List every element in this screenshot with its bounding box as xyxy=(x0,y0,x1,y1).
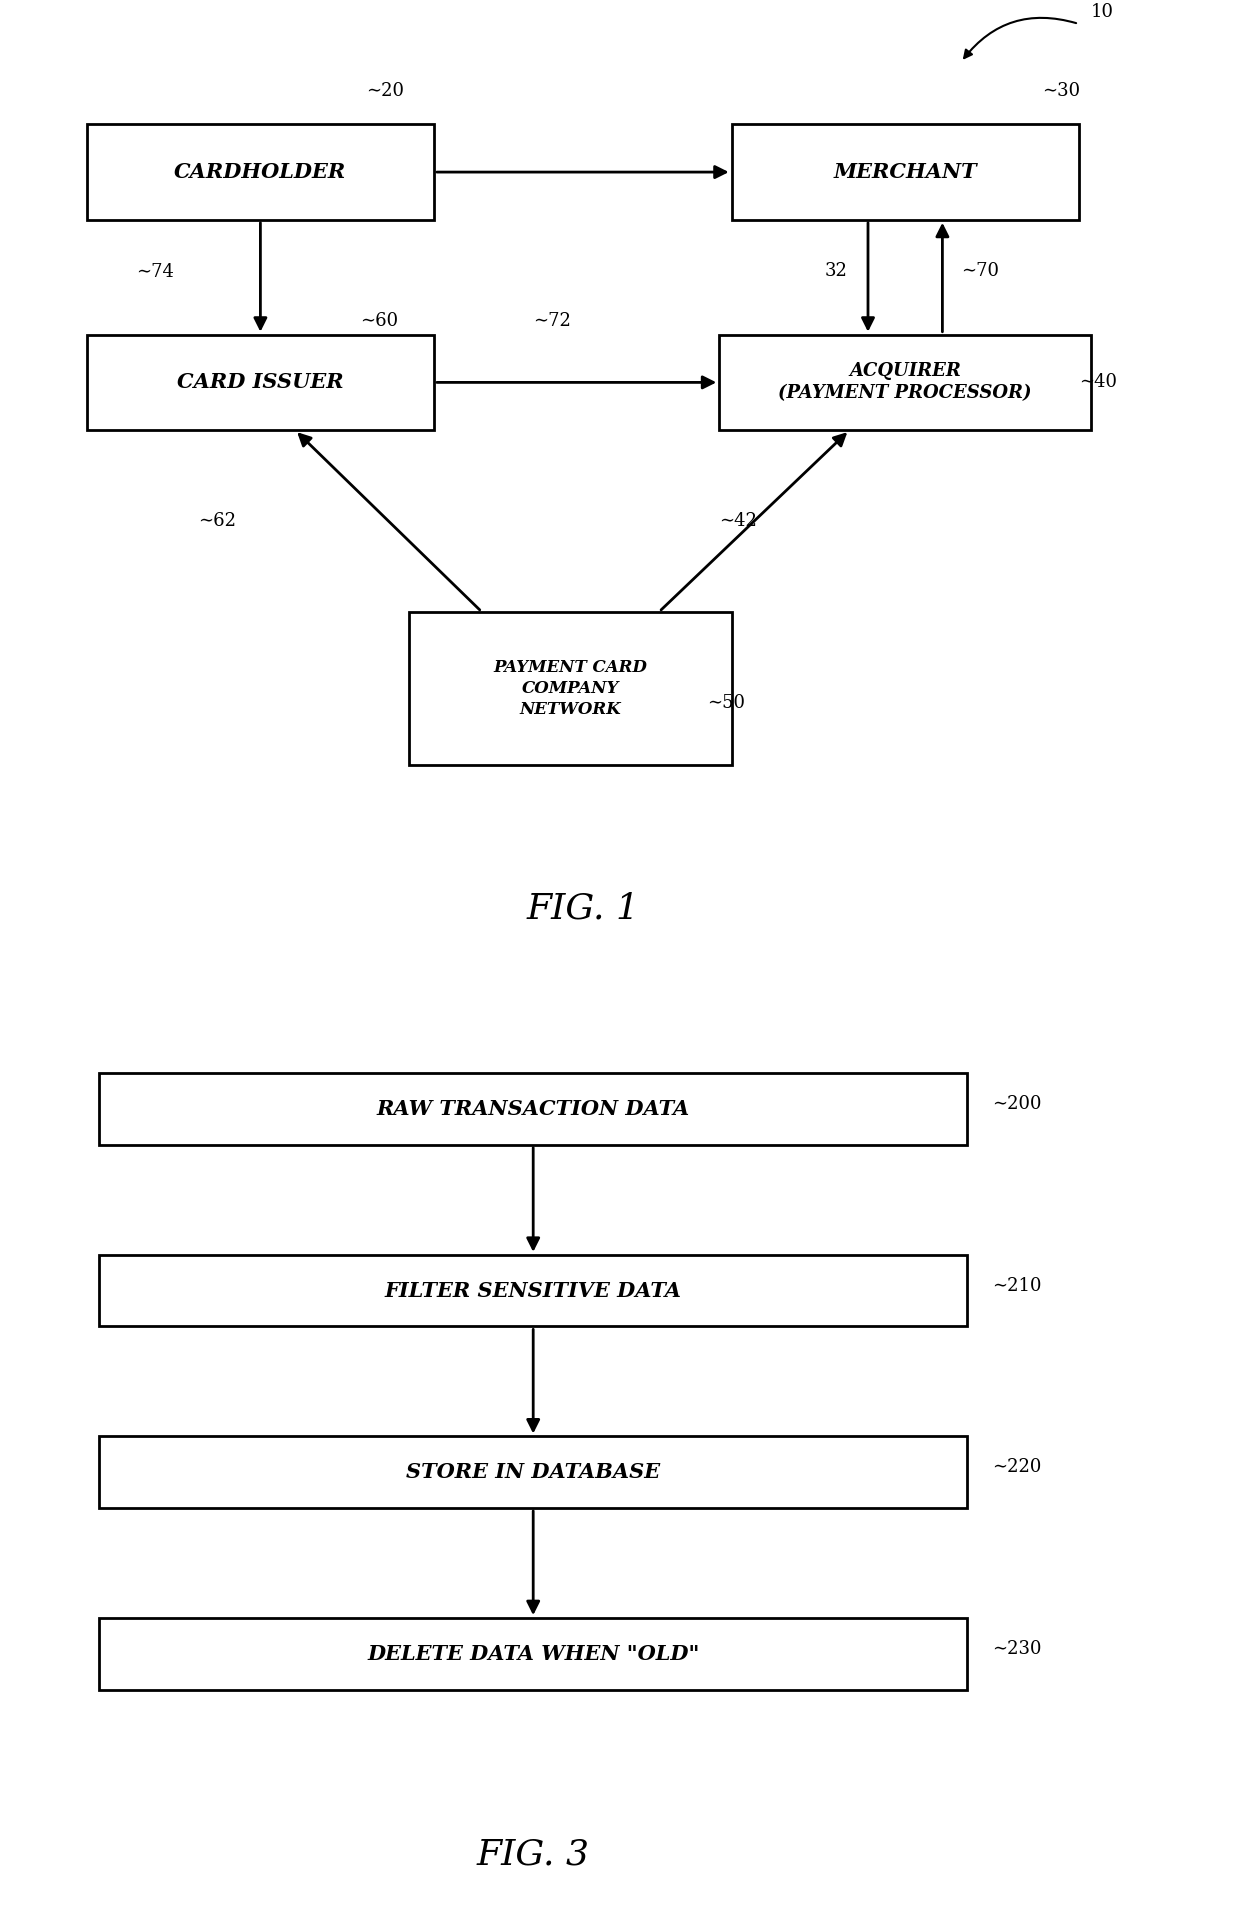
Text: PAYMENT CARD
COMPANY
NETWORK: PAYMENT CARD COMPANY NETWORK xyxy=(494,660,647,717)
Text: ∼50: ∼50 xyxy=(707,694,745,711)
Bar xyxy=(87,124,434,220)
Text: ∼70: ∼70 xyxy=(961,262,999,279)
Text: FIG. 1: FIG. 1 xyxy=(526,891,640,925)
Text: ∼230: ∼230 xyxy=(992,1640,1042,1658)
Text: MERCHANT: MERCHANT xyxy=(833,163,977,182)
Text: ∼62: ∼62 xyxy=(197,512,236,530)
Text: FIG. 3: FIG. 3 xyxy=(476,1837,590,1872)
Text: STORE IN DATABASE: STORE IN DATABASE xyxy=(407,1463,660,1482)
FancyArrowPatch shape xyxy=(965,17,1076,57)
Text: ∼220: ∼220 xyxy=(992,1459,1042,1476)
Text: CARDHOLDER: CARDHOLDER xyxy=(175,163,346,182)
Text: ∼74: ∼74 xyxy=(135,264,174,281)
Text: ∼20: ∼20 xyxy=(366,82,404,101)
Text: ∼30: ∼30 xyxy=(1042,82,1080,101)
Text: ∼210: ∼210 xyxy=(992,1277,1042,1294)
Text: 32: 32 xyxy=(825,262,847,279)
Text: ACQUIRER
(PAYMENT PROCESSOR): ACQUIRER (PAYMENT PROCESSOR) xyxy=(779,361,1032,403)
Bar xyxy=(87,335,434,430)
Bar xyxy=(99,1073,967,1145)
Text: ∼60: ∼60 xyxy=(360,312,398,329)
Bar xyxy=(732,124,1079,220)
Bar xyxy=(409,612,732,765)
Text: CARD ISSUER: CARD ISSUER xyxy=(177,373,343,392)
Text: DELETE DATA WHEN "OLD": DELETE DATA WHEN "OLD" xyxy=(367,1644,699,1663)
Bar xyxy=(99,1436,967,1509)
Text: ∼200: ∼200 xyxy=(992,1096,1042,1113)
Text: ∼42: ∼42 xyxy=(719,512,758,530)
Text: 10: 10 xyxy=(1091,4,1115,21)
Text: ∼72: ∼72 xyxy=(533,312,572,329)
Text: ∼40: ∼40 xyxy=(1079,373,1117,392)
Text: FILTER SENSITIVE DATA: FILTER SENSITIVE DATA xyxy=(384,1281,682,1300)
Bar xyxy=(99,1618,967,1690)
Bar xyxy=(719,335,1091,430)
Bar xyxy=(99,1254,967,1327)
Text: RAW TRANSACTION DATA: RAW TRANSACTION DATA xyxy=(377,1099,689,1119)
